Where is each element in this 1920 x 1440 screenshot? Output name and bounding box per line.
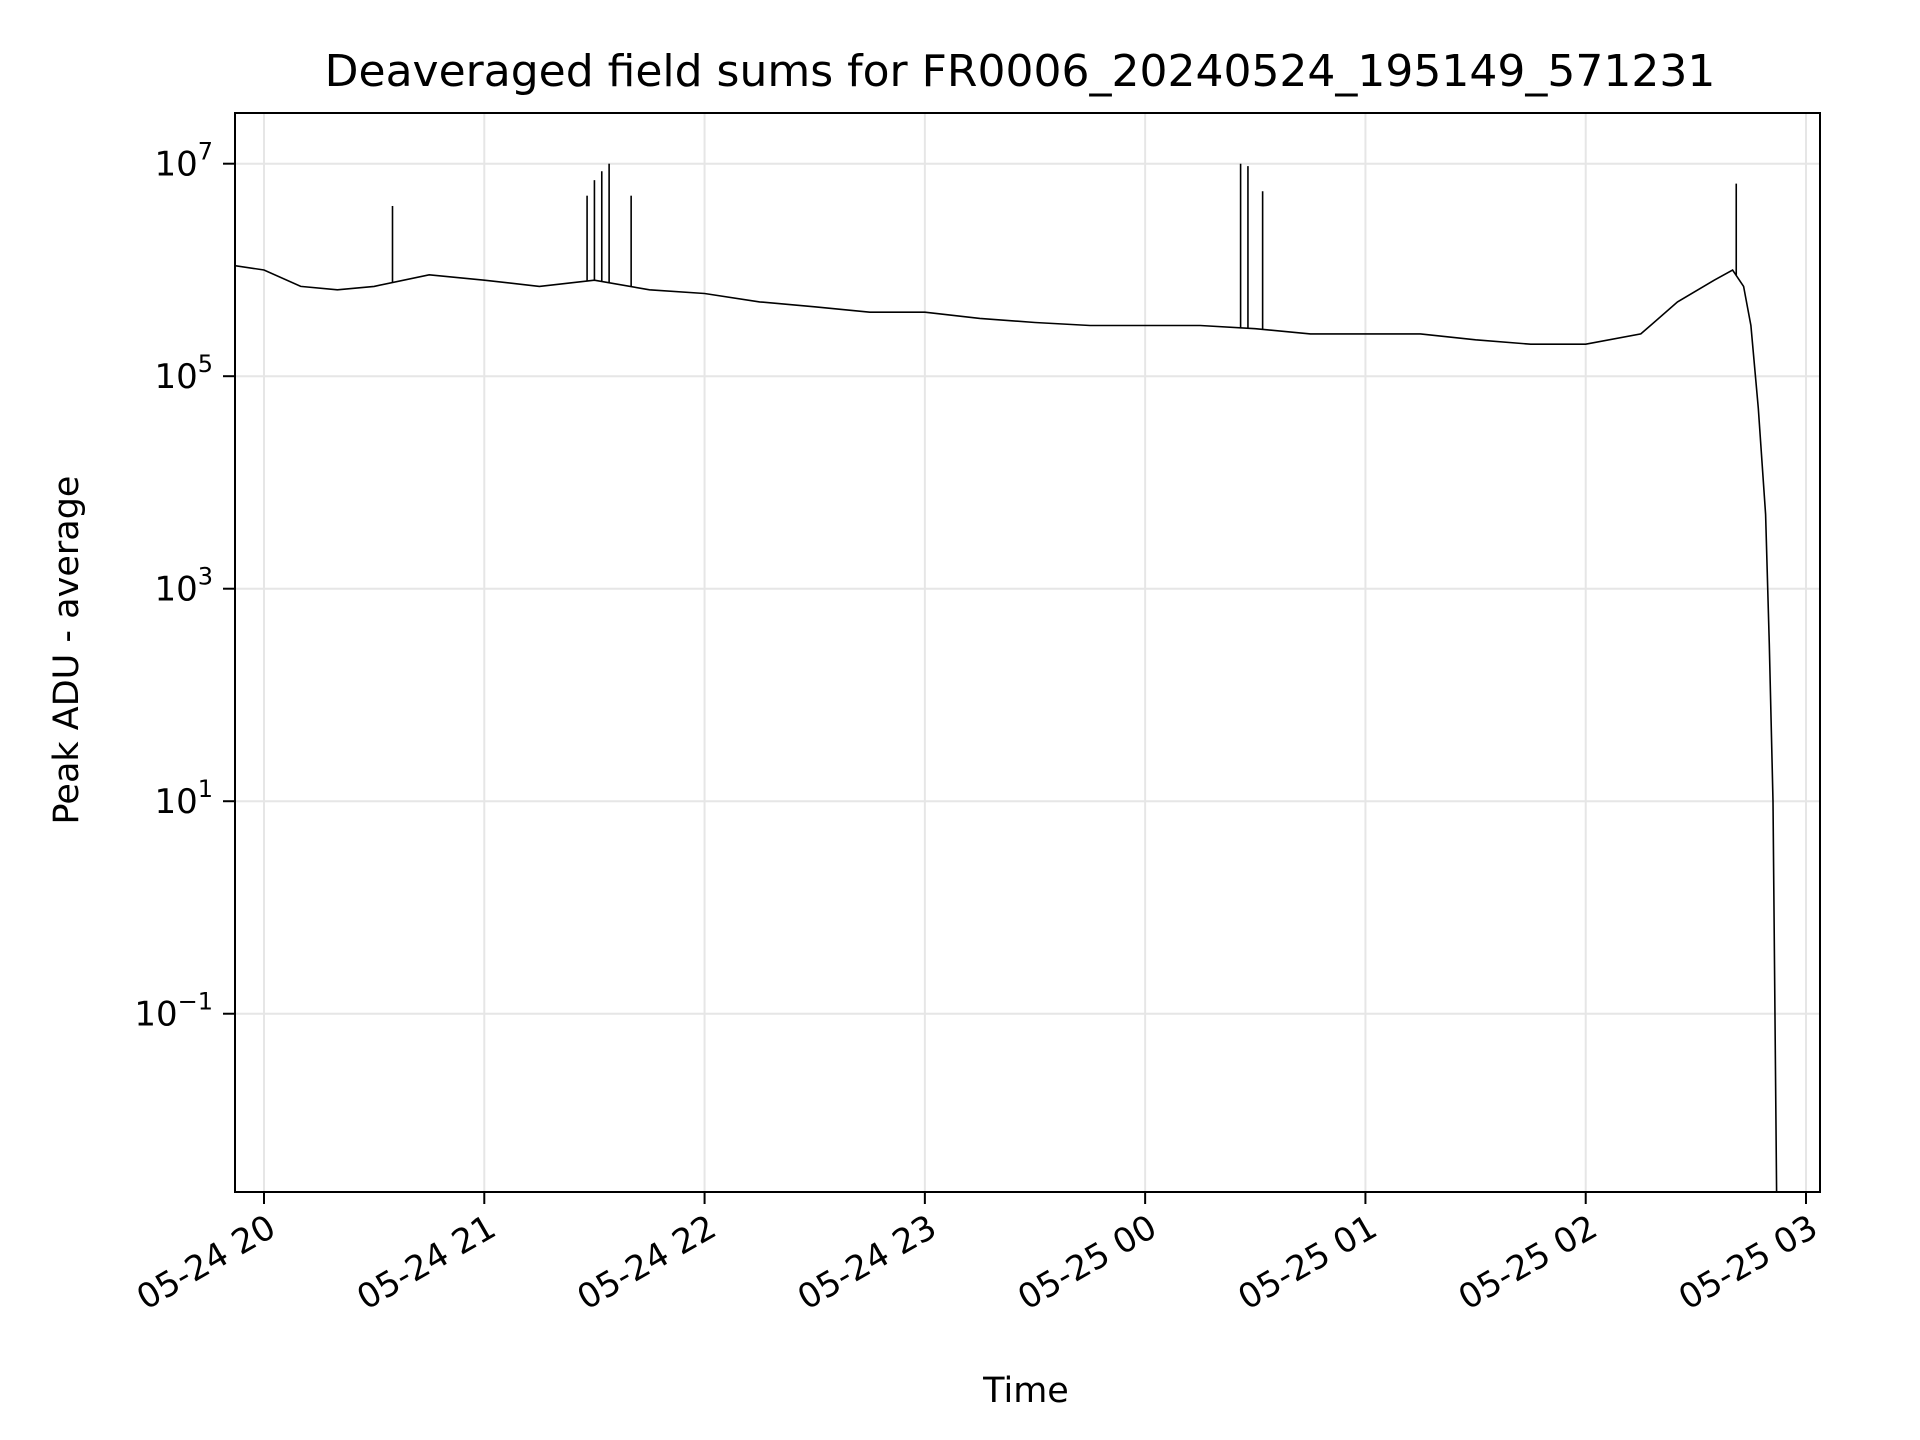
data-layer <box>235 163 1778 1192</box>
axes-frame <box>234 112 1821 1193</box>
grid <box>235 113 1820 1192</box>
y-ticks: 10−1 101 103 105 107 <box>134 138 235 1035</box>
y-tick-label: 103 <box>154 563 213 610</box>
y-tick-label: 105 <box>154 350 213 397</box>
y-tick-label: 101 <box>154 775 213 822</box>
y-tick-label: 10−1 <box>134 988 213 1035</box>
x-axis-label: Time <box>982 1371 1069 1411</box>
y-tick-label: 107 <box>154 138 213 185</box>
chart-title: Deaveraged field sums for FR0006_2024052… <box>325 46 1716 97</box>
y-axis-label: Peak ADU - average <box>47 476 87 825</box>
series-line <box>235 264 1778 1192</box>
